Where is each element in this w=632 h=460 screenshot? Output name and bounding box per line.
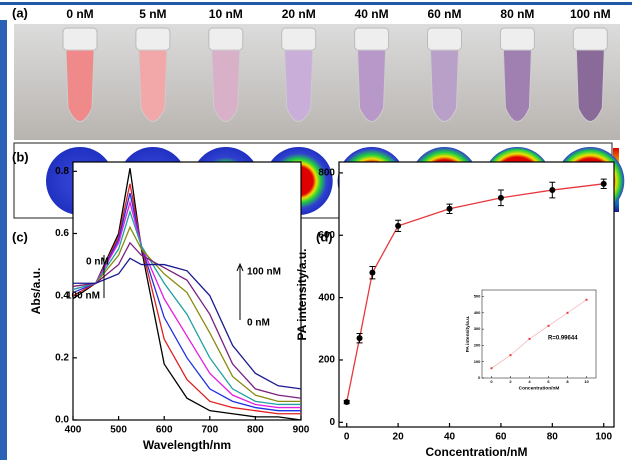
x-tick-label: 0 <box>344 432 350 443</box>
x-axis-label: Concentration/nM <box>519 386 560 392</box>
panel-label: (b) <box>12 149 29 164</box>
x-tick-label: 500 <box>110 425 127 436</box>
data-point <box>447 206 453 212</box>
x-tick-label: 600 <box>156 425 173 436</box>
y-tick-label: 400 <box>474 310 481 315</box>
annotation: 0 nM <box>86 257 109 268</box>
concentration-label: 60 nM <box>427 7 461 21</box>
x-tick-label: 40 <box>444 432 456 443</box>
concentration-label: 80 nM <box>500 7 534 21</box>
x-tick-label: 900 <box>293 425 310 436</box>
data-point <box>491 367 493 369</box>
x-axis-label: Concentration/nM <box>426 445 528 459</box>
plot-frame <box>482 290 596 378</box>
figure: (a) (b) (c) (d) 0 nM5 nM10 nM20 nM40 nM6… <box>0 0 632 460</box>
annotation: 100 nM <box>247 267 281 278</box>
tube <box>576 50 604 122</box>
top-rule <box>0 2 632 5</box>
concentration-label: 40 nM <box>355 7 389 21</box>
panel-label: (c) <box>12 229 28 244</box>
tube <box>431 50 459 122</box>
concentration-label: 10 nM <box>209 7 243 21</box>
tube-cap <box>63 28 97 50</box>
annotation: R=0.99644 <box>548 336 578 342</box>
concentration-label: 100 nM <box>570 7 611 21</box>
tube <box>139 50 167 122</box>
tube <box>503 50 531 122</box>
y-tick-label: 600 <box>318 230 335 241</box>
data-point <box>549 187 555 193</box>
tube <box>358 50 386 122</box>
y-tick-label: 0.6 <box>55 228 69 239</box>
y-tick-label: 0.8 <box>55 166 69 177</box>
y-tick-label: 200 <box>318 355 335 366</box>
annotation: 100 nM <box>66 291 100 302</box>
tube <box>285 50 313 122</box>
data-point <box>395 223 401 229</box>
x-tick-label: 80 <box>547 432 559 443</box>
x-tick-label: 700 <box>201 425 218 436</box>
x-tick-label: 10 <box>584 379 589 384</box>
concentration-label: 20 nM <box>282 7 316 21</box>
data-point <box>498 195 504 201</box>
data-point <box>369 270 375 276</box>
y-tick-label: 200 <box>474 342 481 347</box>
concentration-label: 0 nM <box>66 7 93 21</box>
data-point <box>344 399 350 405</box>
data-point <box>567 312 569 314</box>
x-tick-label: 20 <box>393 432 405 443</box>
x-axis-label: Wavelength/nm <box>143 438 231 452</box>
y-tick-label: 800 <box>318 168 335 179</box>
y-tick-label: 0.2 <box>55 352 69 363</box>
x-tick-label: 400 <box>65 425 82 436</box>
tube-cap <box>573 28 607 50</box>
plot-frame <box>73 162 301 420</box>
y-tick-label: 500 <box>474 294 481 299</box>
y-tick-label: 400 <box>318 292 335 303</box>
data-point <box>529 338 531 340</box>
tube-cap <box>282 28 316 50</box>
panel-label: (a) <box>12 5 28 20</box>
tube-cap <box>355 28 389 50</box>
y-tick-label: 100 <box>474 359 481 364</box>
data-point <box>548 325 550 327</box>
tube <box>212 50 240 122</box>
concentration-label: 5 nM <box>139 7 166 21</box>
tube-cap <box>136 28 170 50</box>
y-axis-label: Abs/a.u. <box>29 268 43 315</box>
annotation: 0 nM <box>247 318 270 329</box>
y-axis-label: PA intensity/a.u. <box>465 316 471 353</box>
data-point <box>586 299 588 301</box>
x-tick-label: 800 <box>247 425 264 436</box>
tube-cap <box>209 28 243 50</box>
page: {"panel_labels":["(a)","(b)","(c)","(d)"… <box>0 0 632 460</box>
tube-cap <box>500 28 534 50</box>
x-tick-label: 60 <box>495 432 507 443</box>
tube-cap <box>428 28 462 50</box>
y-axis-label: PA intensity/a.u. <box>295 248 309 340</box>
data-point <box>601 181 607 187</box>
y-tick-label: 0 <box>329 417 335 428</box>
x-tick-label: 100 <box>595 432 612 443</box>
tube <box>66 50 94 122</box>
y-tick-label: 0.0 <box>55 415 69 426</box>
data-point <box>357 335 363 341</box>
y-tick-label: 300 <box>474 326 481 331</box>
side-bar <box>0 20 7 460</box>
data-point <box>510 354 512 356</box>
